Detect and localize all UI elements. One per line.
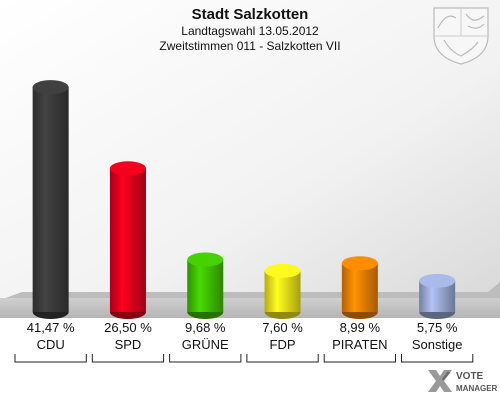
bar-top xyxy=(264,263,301,278)
value-label: 26,50 % xyxy=(104,320,152,335)
logo-text-manager: MANAGER xyxy=(456,384,498,393)
vote-manager-logo: VOTE MANAGER xyxy=(428,370,498,393)
logo-text-vote: VOTE xyxy=(456,371,484,382)
bar-body xyxy=(109,168,146,312)
bar-body xyxy=(341,263,378,312)
bar-body xyxy=(32,87,69,312)
value-label: 8,99 % xyxy=(340,320,381,335)
category-label: CDU xyxy=(37,337,65,352)
bar-top xyxy=(32,80,69,95)
category-bracket xyxy=(401,354,474,363)
bar-body xyxy=(187,259,224,312)
category-bracket xyxy=(246,354,319,363)
chart-title: Stadt Salzkotten xyxy=(192,6,309,23)
chart-subtitle-district: Zweitstimmen 011 - Salzkotten VII xyxy=(159,39,340,53)
category-label: PIRATEN xyxy=(332,337,387,352)
vote-manager-x-icon xyxy=(428,370,452,392)
bar-top xyxy=(419,273,456,288)
bar-top xyxy=(109,161,146,176)
bar-piraten xyxy=(341,256,378,319)
category-bracket xyxy=(323,354,396,363)
category-label: SPD xyxy=(115,337,142,352)
bar-spd xyxy=(109,161,146,319)
chart-subtitle-date: Landtagswahl 13.05.2012 xyxy=(181,24,319,38)
category-axis xyxy=(14,354,474,363)
bar-top xyxy=(187,252,224,267)
labels-group: 41,47 % CDU 26,50 % SPD 9,68 % GRÜNE 7,60 % FDP… xyxy=(27,320,463,352)
bar-grüne xyxy=(187,252,224,319)
category-label: Sonstige xyxy=(412,337,463,352)
category-bracket xyxy=(91,354,165,363)
bars-group xyxy=(32,80,456,319)
value-label: 9,68 % xyxy=(185,320,226,335)
category-bracket xyxy=(169,354,242,363)
bar-sonstige xyxy=(419,273,456,319)
nrw-coat-of-arms-icon xyxy=(433,7,489,65)
value-label: 5,75 % xyxy=(417,320,458,335)
bar-cdu xyxy=(32,80,69,319)
value-label: 7,60 % xyxy=(262,320,303,335)
bar-fdp xyxy=(264,263,301,319)
category-label: FDP xyxy=(270,337,296,352)
category-bracket xyxy=(14,354,87,363)
chart-background xyxy=(0,0,500,300)
value-label: 41,47 % xyxy=(27,320,75,335)
category-label: GRÜNE xyxy=(182,337,229,352)
bar-top xyxy=(341,256,378,271)
